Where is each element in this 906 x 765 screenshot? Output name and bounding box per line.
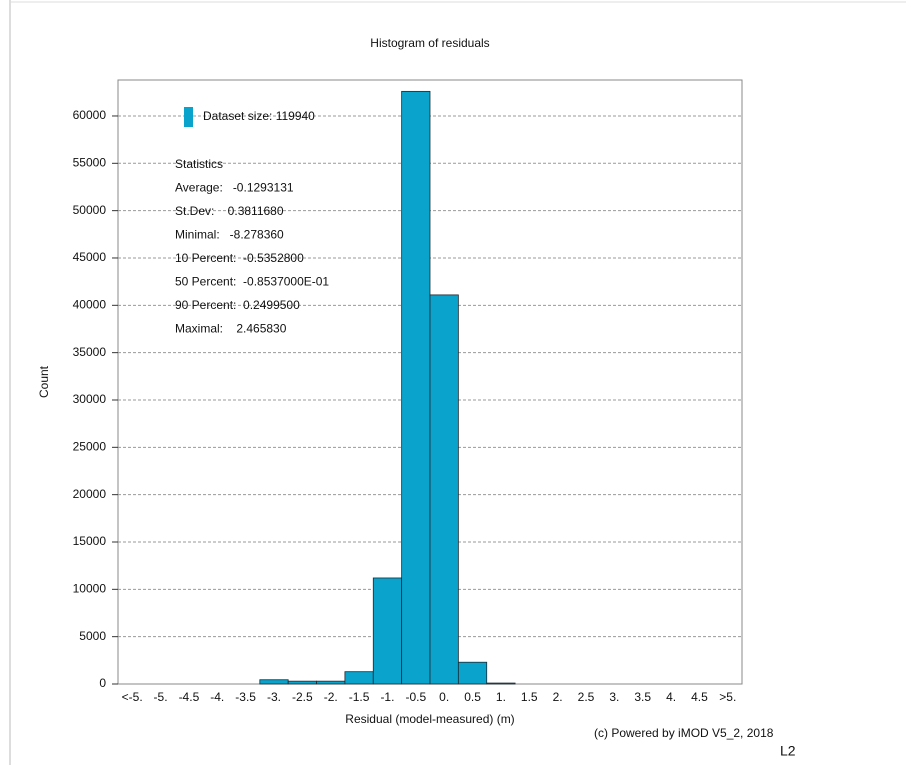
x-tick-label: >5. [719, 690, 736, 704]
y-tick-label: 60000 [73, 108, 107, 122]
statistics-line: 10 Percent: -0.5352800 [175, 251, 304, 265]
y-tick-label: 25000 [73, 439, 107, 453]
y-tick-label: 10000 [73, 582, 107, 596]
x-tick-label: <-5. [122, 690, 143, 704]
y-tick-label: 35000 [73, 345, 107, 359]
statistics-line: Minimal: -8.278360 [175, 228, 284, 242]
y-tick-label: 50000 [73, 203, 107, 217]
x-tick-label: 3. [609, 690, 619, 704]
y-tick-label: 55000 [73, 155, 107, 169]
x-tick-label: 4. [666, 690, 676, 704]
y-axis-label: Count [37, 365, 51, 398]
x-axis-label: Residual (model-measured) (m) [345, 712, 514, 726]
bar [486, 682, 516, 685]
statistics-line: Average: -0.1293131 [175, 181, 294, 195]
statistics-line: Maximal: 2.465830 [175, 322, 287, 336]
bar [429, 294, 459, 685]
statistics-line: St.Dev: 0.3811680 [175, 204, 284, 218]
y-tick-label: 15000 [73, 534, 107, 548]
x-tick-label: -4. [210, 690, 224, 704]
x-tick-label: -2. [324, 690, 338, 704]
x-tick-label: -0.5 [405, 690, 426, 704]
bar [372, 577, 403, 685]
bar [344, 671, 374, 685]
statistics-line: 50 Percent: -0.8537000E-01 [175, 275, 329, 289]
x-tick-label: 3.5 [634, 690, 651, 704]
x-tick-label: 1.5 [521, 690, 538, 704]
x-tick-label: -1. [380, 690, 394, 704]
x-tick-label: -3. [267, 690, 281, 704]
corner-label: L2 [780, 743, 796, 759]
x-tick-label: -1.5 [349, 690, 370, 704]
y-tick-label: 20000 [73, 487, 107, 501]
x-tick-label: 0.5 [464, 690, 481, 704]
bar [287, 680, 317, 685]
y-tick-label: 0 [99, 676, 106, 690]
statistics-line: 90 Percent: 0.2499500 [175, 298, 300, 312]
x-tick-label: -2.5 [292, 690, 313, 704]
legend-swatch [184, 107, 193, 127]
x-tick-label: 1. [496, 690, 506, 704]
y-tick-label: 40000 [73, 297, 107, 311]
x-tick-label: -4.5 [179, 690, 200, 704]
legend-label: Dataset size: 119940 [203, 109, 315, 123]
x-tick-label: 2.5 [578, 690, 595, 704]
chart-title: Histogram of residuals [370, 36, 489, 50]
bar [401, 90, 431, 685]
y-tick-label: 5000 [79, 629, 106, 643]
bar [259, 679, 289, 685]
y-tick-label: 45000 [73, 250, 107, 264]
x-tick-label: 4.5 [691, 690, 708, 704]
bar [457, 661, 488, 685]
bar [316, 680, 346, 685]
x-tick-label: -3.5 [235, 690, 256, 704]
y-tick-label: 30000 [73, 392, 107, 406]
x-tick-label: 0. [439, 690, 449, 704]
footer: (c) Powered by iMOD V5_2, 2018 [594, 726, 774, 740]
x-tick-label: 2. [553, 690, 563, 704]
statistics-line: Statistics [175, 157, 223, 171]
x-tick-label: -5. [154, 690, 168, 704]
